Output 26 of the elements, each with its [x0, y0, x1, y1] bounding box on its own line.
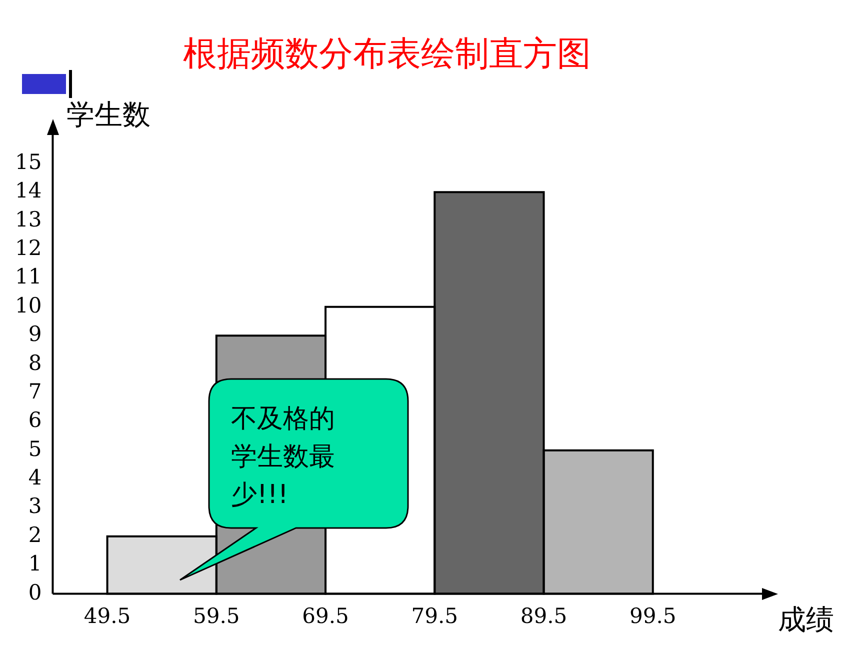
x-tick-label: 69.5 [302, 604, 349, 628]
y-tick-label: 1 [28, 552, 42, 576]
y-tick-label: 3 [28, 494, 42, 518]
y-tick-label: 13 [14, 207, 42, 232]
x-tick-label: 79.5 [411, 604, 458, 628]
y-tick-label: 15 [14, 150, 42, 174]
y-tick-label: 14 [14, 178, 42, 203]
y-tick-label: 10 [14, 293, 42, 318]
x-tick-label: 49.5 [84, 604, 131, 628]
x-tick-label: 99.5 [629, 604, 676, 628]
y-tick-label: 7 [28, 379, 42, 404]
chart-title: 根据频数分布表绘制直方图 [183, 34, 591, 74]
y-tick-label: 4 [28, 466, 42, 490]
y-tick-label: 11 [14, 264, 42, 289]
x-axis-title: 成绩 [778, 603, 834, 636]
y-axis-title: 学生数 [66, 98, 151, 132]
y-tick-label: 6 [28, 408, 42, 432]
x-tick-label: 59.5 [193, 604, 240, 628]
y-tick-label: 5 [28, 436, 42, 461]
annotation: 不及格的学生数最少!!! [231, 403, 335, 512]
y-tick-label: 8 [28, 350, 42, 375]
y-tick-label: 9 [28, 322, 42, 346]
y-tick-label: 2 [28, 522, 42, 547]
y-tick-label: 0 [28, 580, 42, 604]
y-tick-label: 12 [14, 236, 42, 260]
x-tick-label: 89.5 [520, 604, 568, 628]
